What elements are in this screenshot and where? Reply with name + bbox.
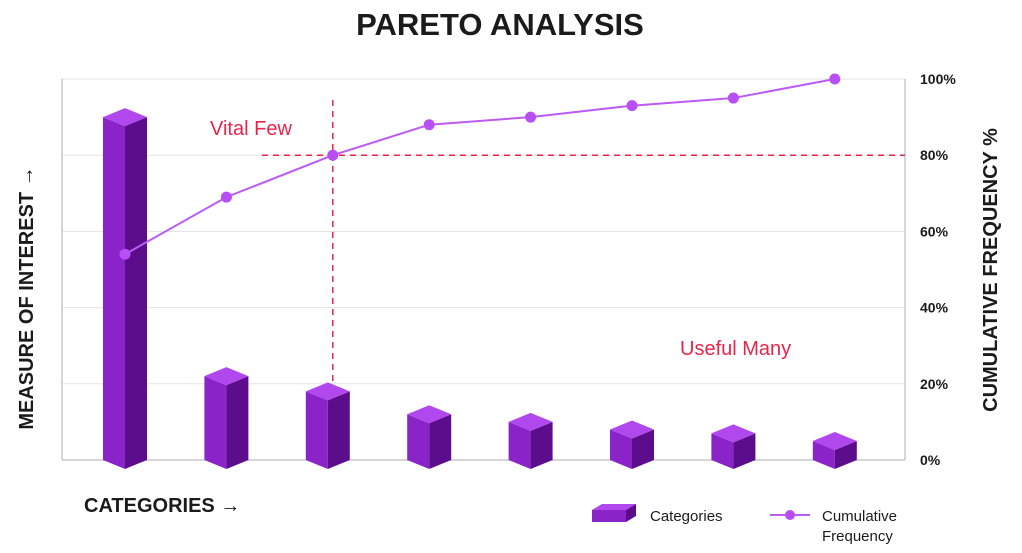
cumulative-point: [423, 119, 435, 131]
chart-title: PARETO ANALYSIS: [356, 7, 644, 42]
cumulative-point: [727, 92, 739, 104]
y2-axis-title: CUMULATIVE FREQUENCY %: [980, 128, 1002, 412]
cumulative-point: [525, 111, 537, 123]
legend-line-icon: [770, 510, 810, 520]
bar: [407, 405, 452, 469]
legend-bar-icon: [592, 504, 636, 522]
cumulative-point: [119, 248, 131, 260]
grid-lines: [61, 78, 906, 461]
reference-lines: [262, 100, 905, 432]
bar-series: [103, 108, 857, 469]
bar: [508, 412, 553, 469]
bar: [103, 108, 147, 469]
y-axis-title: MEASURE OF INTEREST →: [16, 166, 38, 429]
annotation-useful-many: Useful Many: [680, 338, 791, 360]
bar: [610, 420, 654, 469]
bar: [812, 431, 857, 469]
bar: [711, 424, 756, 469]
cumulative-line-series: [119, 73, 841, 260]
cumulative-point: [220, 191, 232, 203]
legend-label-cumulative-frequency: Cumulative Frequency: [822, 508, 901, 545]
legend: Categories Cumulative Frequency: [592, 504, 901, 545]
cumulative-line: [124, 78, 835, 256]
y2-tick-label: 100%: [920, 71, 956, 87]
annotation-vital-few: Vital Few: [210, 118, 292, 140]
cumulative-point: [829, 73, 841, 85]
y2-tick-label: 0%: [920, 452, 941, 468]
legend-label-categories: Categories: [650, 508, 723, 525]
x-axis-title: CATEGORIES →: [84, 495, 240, 517]
y2-tick-label: 20%: [920, 376, 949, 392]
y2-tick-label: 40%: [920, 300, 949, 316]
bar: [305, 382, 350, 469]
right-axis-ticks: 0% 20% 40% 60% 80% 100%: [920, 71, 956, 468]
cumulative-point: [626, 100, 638, 112]
bar: [204, 367, 249, 469]
y2-tick-label: 60%: [920, 223, 949, 239]
cumulative-point: [327, 149, 339, 161]
y2-tick-label: 80%: [920, 147, 949, 163]
